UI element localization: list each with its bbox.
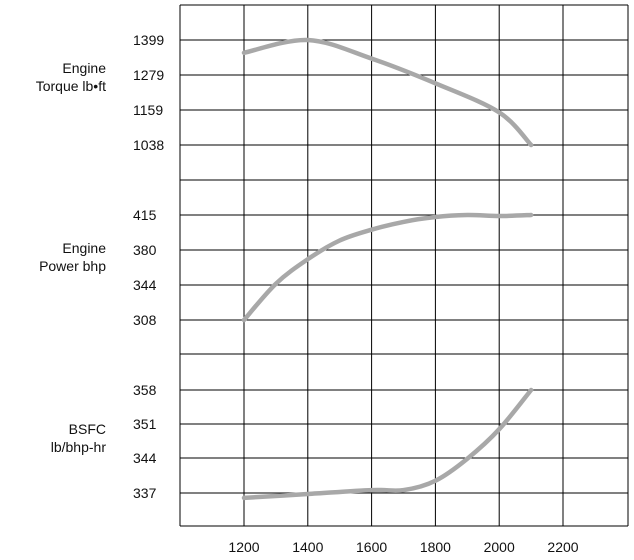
x-tick-label-1200: 1200 — [228, 539, 259, 555]
panel-1-y-tick-label-1279: 1279 — [133, 67, 164, 83]
panel-2-y-tick-label-380: 380 — [133, 242, 157, 258]
panel-2-y-tick-label-308: 308 — [133, 312, 157, 328]
panel-2-ylabel-line-1: Engine — [62, 240, 106, 256]
panel-1-series-line — [241, 37, 534, 148]
x-tick-label-1800: 1800 — [420, 539, 451, 555]
label-layer: 1200 1400 1600 1800 2000 2200 1399 1279 1159 1038… — [36, 32, 579, 555]
panel-3-y-tick-label-344: 344 — [133, 450, 157, 466]
panel-3-y-tick-label-337: 337 — [133, 485, 157, 501]
x-tick-label-2000: 2000 — [484, 539, 515, 555]
panel-1-ylabel-line-2: Torque lb•ft — [36, 78, 106, 94]
panel-1-y-tick-label-1399: 1399 — [133, 32, 164, 48]
panel-3-ylabel-line-1: BSFC — [69, 421, 106, 437]
x-tick-label-1400: 1400 — [292, 539, 323, 555]
panel-1-y-tick-label-1159: 1159 — [133, 102, 163, 118]
x-tick-label-1600: 1600 — [356, 539, 387, 555]
panel-2-y-tick-label-344: 344 — [133, 277, 157, 293]
panel-2-ylabel-line-2: Power bhp — [39, 258, 106, 274]
panel-3-series-line — [241, 387, 534, 501]
panel-2-y-tick-label-415: 415 — [133, 207, 157, 223]
panel-1-ylabel-line-1: Engine — [62, 60, 106, 76]
panel-3-y-tick-label-351: 351 — [133, 416, 157, 432]
x-tick-label-2200: 2200 — [547, 539, 578, 555]
series-lines — [241, 37, 534, 501]
panel-3-y-tick-label-358: 358 — [133, 382, 157, 398]
panel-3-ylabel-line-2: lb/bhp-hr — [51, 439, 107, 455]
panel-2-series-line — [241, 212, 534, 323]
panel-1-y-tick-label-1038: 1038 — [133, 137, 164, 153]
grid-layer — [179, 4, 629, 527]
